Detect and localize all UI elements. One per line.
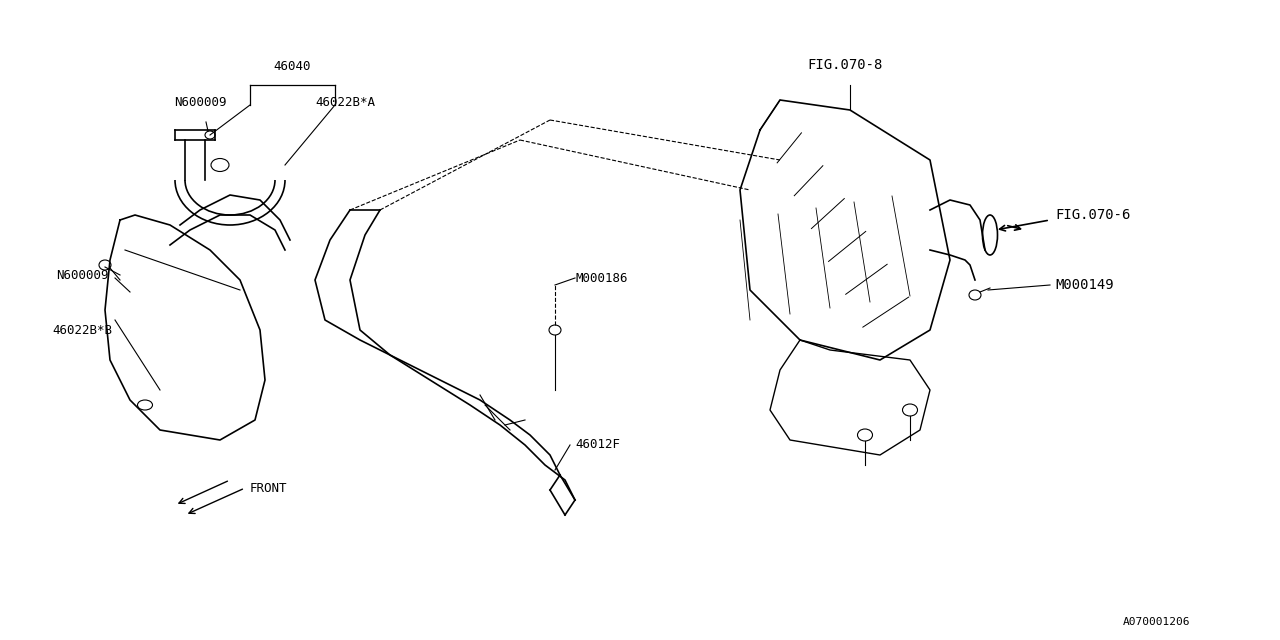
Text: M000149: M000149 [1055,278,1114,292]
Text: M000186: M000186 [575,271,627,285]
Text: 46012F: 46012F [575,438,620,451]
Text: N600009: N600009 [56,269,109,282]
Text: FIG.070-8: FIG.070-8 [808,58,883,72]
Text: A070001206: A070001206 [1123,617,1190,627]
Text: 46022B*B: 46022B*B [52,323,113,337]
Text: N600009: N600009 [174,95,227,109]
Text: 46040: 46040 [273,61,311,74]
Text: 46022B*A: 46022B*A [315,95,375,109]
Text: FRONT: FRONT [250,481,288,495]
Text: FIG.070-6: FIG.070-6 [1055,208,1130,222]
